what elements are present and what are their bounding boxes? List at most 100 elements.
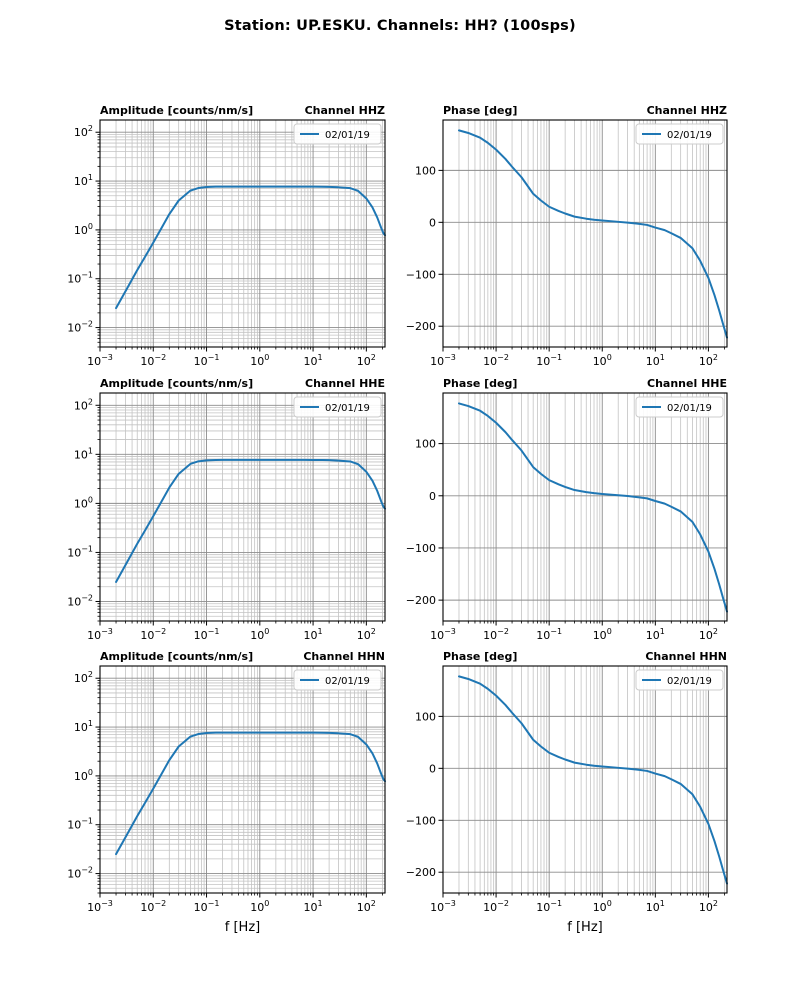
figure-title: Station: UP.ESKU. Channels: HH? (100sps) (224, 18, 576, 34)
x-tick-label: 101 (304, 627, 323, 642)
legend: 02/01/19 (635, 669, 724, 691)
legend-label: 02/01/19 (325, 403, 370, 414)
axes-frame (442, 119, 728, 348)
subplot-amplitude-hhz: 10−3 10−2 10−1 100 101 102 102 101 100 10−1 10−2 Am… (67, 104, 386, 368)
subplot-phase-hhn: 10−3 10−2 10−1 100 101 102 100 0 −100 −200 Phase [… (406, 650, 728, 935)
x-axis: 10−3 10−2 10−1 100 101 102 (430, 621, 725, 642)
legend: 02/01/19 (293, 123, 382, 145)
response-curve (115, 185, 386, 310)
legend-box (293, 396, 382, 418)
legend-label: 02/01/19 (325, 676, 370, 687)
x-tick-label: 101 (646, 627, 665, 642)
plot-title-right: Channel HHE (647, 377, 727, 390)
y-tick-label: 102 (74, 124, 93, 139)
y-tick-label: 100 (415, 710, 436, 723)
x-tick-label: 102 (357, 353, 376, 368)
x-tick-label: 10−3 (430, 353, 456, 368)
y-tick-label: 102 (74, 397, 93, 412)
plot-title-left: Amplitude [counts/nm/s] (100, 104, 253, 117)
legend: 02/01/19 (635, 123, 724, 145)
y-tick-label: 10−1 (67, 544, 93, 559)
y-tick-label: −200 (406, 594, 436, 607)
y-tick-label: 10−2 (67, 866, 93, 881)
y-axis: 100 0 −100 −200 (406, 438, 443, 607)
x-axis: 10−3 10−2 10−1 100 101 102 (87, 347, 383, 368)
legend: 02/01/19 (293, 396, 382, 418)
x-tick-label: 101 (646, 353, 665, 368)
x-tick-label: 101 (304, 353, 323, 368)
y-tick-label: 101 (74, 446, 93, 461)
legend-box (293, 669, 382, 691)
x-tick-label: 10−1 (536, 353, 562, 368)
y-axis: 100 0 −100 −200 (406, 710, 443, 879)
y-tick-label: −200 (406, 320, 436, 333)
response-curve (115, 458, 386, 583)
x-tick-label: 102 (699, 899, 718, 914)
x-tick-label: 102 (699, 627, 718, 642)
plot-title-right: Channel HHE (305, 377, 385, 390)
plot-title-right: Channel HHZ (305, 104, 385, 117)
y-tick-label: 100 (415, 164, 436, 177)
x-tick-label: 10−3 (87, 899, 113, 914)
grid (100, 393, 385, 622)
y-axis: 102 101 100 10−1 10−2 (67, 124, 100, 348)
x-tick-label: 10−3 (430, 627, 456, 642)
x-axis: 10−3 10−2 10−1 100 101 102 (87, 621, 383, 642)
y-tick-label: 0 (429, 216, 436, 229)
x-tick-label: 100 (593, 899, 612, 914)
subplot-phase-hhe: 10−3 10−2 10−1 100 101 102 100 0 −100 −200 Phase [… (406, 377, 728, 642)
response-curve (115, 731, 386, 856)
grid (443, 120, 727, 347)
legend: 02/01/19 (635, 396, 724, 418)
plot-title-left: Phase [deg] (443, 377, 517, 390)
plot-title-right: Channel HHN (645, 650, 727, 663)
subplot-phase-hhz: 10−3 10−2 10−1 100 101 102 100 0 −100 −200 Phase [… (406, 104, 728, 368)
axes-frame (442, 665, 728, 894)
response-curve (457, 402, 728, 613)
y-tick-label: 0 (429, 490, 436, 503)
x-tick-label: 10−3 (87, 353, 113, 368)
axes-frame (442, 392, 728, 622)
grid (443, 666, 727, 893)
y-tick-label: 10−1 (67, 271, 93, 286)
x-tick-label: 102 (357, 899, 376, 914)
plot-title-left: Phase [deg] (443, 650, 517, 663)
legend-label: 02/01/19 (667, 676, 712, 687)
x-tick-label: 10−2 (140, 627, 166, 642)
response-curve (457, 675, 728, 885)
axes-frame (99, 119, 386, 348)
y-tick-label: 100 (74, 222, 93, 237)
plot-title-right: Channel HHZ (647, 104, 727, 117)
y-tick-label: 10−2 (67, 320, 93, 335)
x-axis-label: f [Hz] (225, 920, 260, 935)
x-tick-label: 10−3 (87, 627, 113, 642)
x-tick-label: 100 (593, 353, 612, 368)
x-tick-label: 10−2 (483, 899, 509, 914)
plot-title-left: Phase [deg] (443, 104, 517, 117)
x-tick-label: 10−1 (194, 353, 220, 368)
x-tick-label: 102 (357, 627, 376, 642)
x-tick-label: 100 (250, 899, 269, 914)
y-tick-label: 101 (74, 173, 93, 188)
y-axis: 102 101 100 10−1 10−2 (67, 670, 100, 894)
x-tick-label: 10−1 (194, 899, 220, 914)
axes-frame (99, 392, 386, 622)
x-tick-label: 101 (304, 899, 323, 914)
y-tick-label: 10−1 (67, 817, 93, 832)
y-tick-label: −200 (406, 866, 436, 879)
x-tick-label: 101 (646, 899, 665, 914)
grid (443, 393, 727, 621)
x-tick-label: 10−1 (536, 627, 562, 642)
grid (100, 120, 385, 348)
legend-label: 02/01/19 (667, 403, 712, 414)
x-tick-label: 100 (250, 353, 269, 368)
x-tick-label: 10−2 (140, 899, 166, 914)
x-axis: 10−3 10−2 10−1 100 101 102 (430, 347, 725, 368)
x-tick-label: 10−1 (194, 627, 220, 642)
plot-title-right: Channel HHN (303, 650, 385, 663)
y-axis: 100 0 −100 −200 (406, 164, 443, 333)
plot-title-left: Amplitude [counts/nm/s] (100, 377, 253, 390)
x-axis: 10−3 10−2 10−1 100 101 102 (87, 893, 383, 914)
y-tick-label: 100 (74, 495, 93, 510)
legend-box (635, 396, 724, 418)
